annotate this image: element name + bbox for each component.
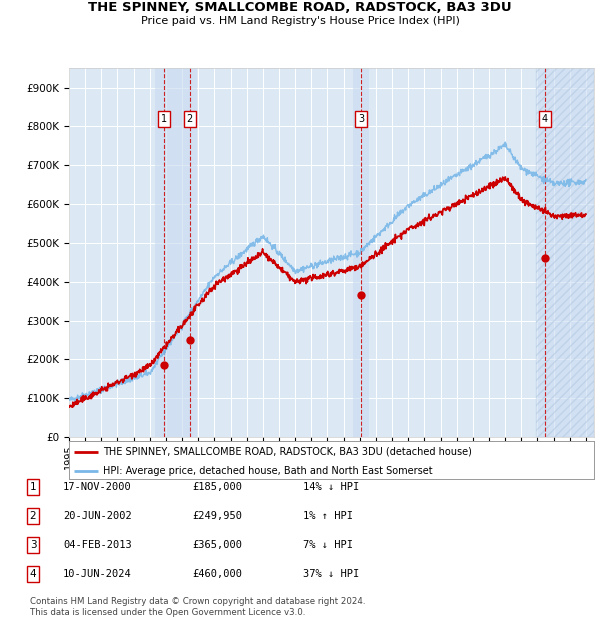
- Text: 3: 3: [29, 540, 37, 550]
- Text: THE SPINNEY, SMALLCOMBE ROAD, RADSTOCK, BA3 3DU: THE SPINNEY, SMALLCOMBE ROAD, RADSTOCK, …: [88, 1, 512, 14]
- Text: 1: 1: [29, 482, 37, 492]
- Text: HPI: Average price, detached house, Bath and North East Somerset: HPI: Average price, detached house, Bath…: [103, 466, 433, 476]
- Bar: [536, 68, 594, 437]
- Text: £365,000: £365,000: [192, 540, 242, 550]
- Text: 1: 1: [161, 113, 167, 123]
- Text: 37% ↓ HPI: 37% ↓ HPI: [303, 569, 359, 579]
- Bar: [155, 68, 197, 437]
- Text: 7% ↓ HPI: 7% ↓ HPI: [303, 540, 353, 550]
- Text: 10-JUN-2024: 10-JUN-2024: [63, 569, 132, 579]
- Text: 14% ↓ HPI: 14% ↓ HPI: [303, 482, 359, 492]
- Bar: [353, 68, 370, 437]
- Text: 4: 4: [542, 113, 548, 123]
- Text: 04-FEB-2013: 04-FEB-2013: [63, 540, 132, 550]
- Text: £249,950: £249,950: [192, 511, 242, 521]
- Text: 17-NOV-2000: 17-NOV-2000: [63, 482, 132, 492]
- Text: 2: 2: [187, 113, 193, 123]
- Text: 20-JUN-2002: 20-JUN-2002: [63, 511, 132, 521]
- Text: £460,000: £460,000: [192, 569, 242, 579]
- Text: 4: 4: [29, 569, 37, 579]
- Text: 2: 2: [29, 511, 37, 521]
- Text: Contains HM Land Registry data © Crown copyright and database right 2024.
This d: Contains HM Land Registry data © Crown c…: [30, 598, 365, 617]
- Text: THE SPINNEY, SMALLCOMBE ROAD, RADSTOCK, BA3 3DU (detached house): THE SPINNEY, SMALLCOMBE ROAD, RADSTOCK, …: [103, 446, 472, 456]
- Text: 3: 3: [358, 113, 364, 123]
- Text: Price paid vs. HM Land Registry's House Price Index (HPI): Price paid vs. HM Land Registry's House …: [140, 16, 460, 26]
- Text: £185,000: £185,000: [192, 482, 242, 492]
- Text: 1% ↑ HPI: 1% ↑ HPI: [303, 511, 353, 521]
